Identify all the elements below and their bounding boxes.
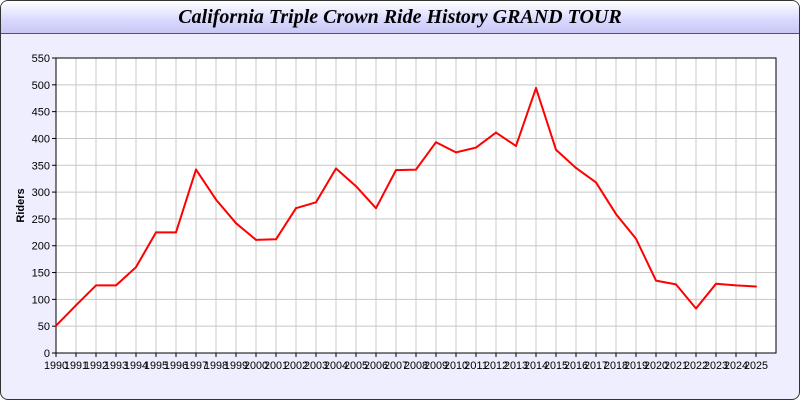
x-tick-label: 2000 — [244, 360, 268, 372]
x-tick-label: 2015 — [544, 360, 568, 372]
x-tick-label: 1995 — [144, 360, 168, 372]
y-tick-label: 250 — [32, 214, 50, 226]
chart-title: California Triple Crown Ride History GRA… — [178, 6, 622, 28]
y-tick-label: 450 — [32, 107, 50, 119]
x-tick-label: 2008 — [404, 360, 428, 372]
x-tick-label: 2022 — [684, 360, 708, 372]
x-tick-label: 2004 — [324, 360, 348, 372]
y-tick-label: 550 — [32, 53, 50, 65]
x-tick-label: 2002 — [284, 360, 308, 372]
y-axis-label: Riders — [15, 188, 27, 222]
data-point — [675, 283, 677, 286]
data-point — [355, 185, 357, 188]
data-point — [135, 266, 137, 269]
y-tick-label: 400 — [32, 133, 50, 145]
data-point — [295, 207, 297, 210]
data-point — [555, 148, 557, 151]
x-tick-label: 2018 — [604, 360, 628, 372]
x-tick-label: 1991 — [64, 360, 88, 372]
x-tick-label: 2017 — [584, 360, 608, 372]
x-tick-label: 2003 — [304, 360, 328, 372]
x-tick-label: 2011 — [464, 360, 488, 372]
data-point — [275, 238, 277, 241]
series-line — [55, 87, 757, 327]
data-point — [115, 284, 117, 287]
x-tick-label: 1990 — [44, 360, 68, 372]
data-point — [735, 284, 737, 287]
y-tick-label: 50 — [38, 321, 50, 333]
data-point — [655, 279, 657, 282]
y-tick-label: 200 — [32, 241, 50, 253]
x-tick-label: 2007 — [384, 360, 408, 372]
x-tick-label: 2001 — [264, 360, 288, 372]
x-tick-label: 2013 — [504, 360, 528, 372]
data-point — [615, 213, 617, 216]
y-tick-label: 300 — [32, 187, 50, 199]
data-point — [55, 324, 57, 327]
data-point — [155, 231, 157, 234]
x-tick-label: 2006 — [364, 360, 388, 372]
y-tick-label: 0 — [44, 348, 50, 360]
data-point — [455, 151, 457, 154]
data-point — [715, 282, 717, 285]
y-tick-label: 500 — [32, 80, 50, 92]
data-point — [635, 237, 637, 240]
data-point — [235, 222, 237, 225]
x-tick-label: 1997 — [184, 360, 208, 372]
data-point — [535, 87, 537, 90]
data-point — [75, 304, 77, 307]
y-tick-label: 150 — [32, 268, 50, 280]
y-tick-label: 350 — [32, 160, 50, 172]
title-bar: California Triple Crown Ride History GRA… — [1, 1, 799, 34]
data-point — [215, 198, 217, 201]
x-tick-label: 2021 — [664, 360, 688, 372]
x-tick-label: 2009 — [424, 360, 448, 372]
data-point — [95, 284, 97, 287]
x-tick-label: 2019 — [624, 360, 648, 372]
x-tick-label: 2014 — [524, 360, 548, 372]
x-tick-label: 2005 — [344, 360, 368, 372]
x-tick-label: 2016 — [564, 360, 588, 372]
x-tick-label: 1992 — [84, 360, 108, 372]
data-point — [255, 238, 257, 241]
data-point — [475, 146, 477, 149]
x-tick-label: 2024 — [724, 360, 748, 372]
data-point — [175, 231, 177, 234]
data-point — [315, 201, 317, 204]
y-tick-label: 100 — [32, 294, 50, 306]
x-tick-label: 2012 — [484, 360, 508, 372]
data-point — [335, 167, 337, 170]
data-point — [375, 207, 377, 210]
x-tick-label: 1999 — [224, 360, 248, 372]
x-tick-label: 1993 — [104, 360, 128, 372]
data-point — [595, 181, 597, 184]
data-point — [415, 168, 417, 171]
plot-border — [55, 57, 777, 354]
data-point — [515, 144, 517, 147]
x-tick-label: 2010 — [444, 360, 468, 372]
data-point — [395, 169, 397, 172]
data-point — [435, 141, 437, 144]
x-tick-label: 2020 — [644, 360, 668, 372]
x-tick-label: 1998 — [204, 360, 228, 372]
data-point — [495, 131, 497, 134]
data-point — [755, 285, 757, 288]
x-tick-label: 1994 — [124, 360, 148, 372]
x-tick-label: 1996 — [164, 360, 188, 372]
x-tick-label: 2023 — [704, 360, 728, 372]
data-point — [695, 307, 697, 310]
data-point — [195, 168, 197, 171]
x-tick-label: 2025 — [744, 360, 768, 372]
data-point — [575, 166, 577, 169]
